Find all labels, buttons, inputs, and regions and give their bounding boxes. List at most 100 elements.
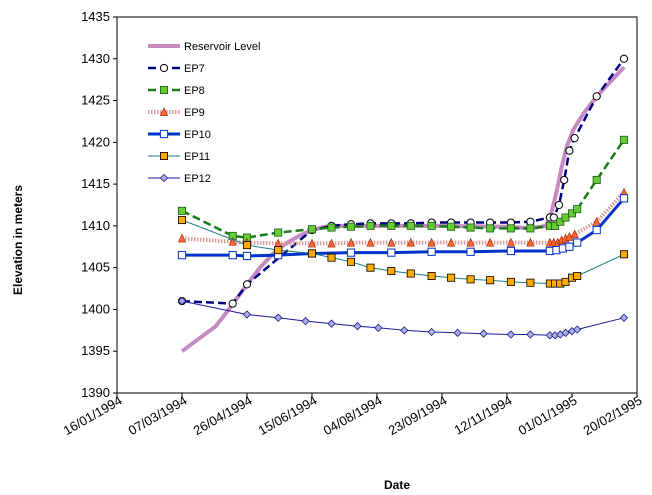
- data-point: [573, 325, 582, 334]
- data-point: [177, 206, 186, 215]
- x-axis: 16/01/1994 07/03/1994 26/04/1994 15/06/1994…: [61, 393, 645, 439]
- legend-label: EP9: [184, 107, 205, 119]
- y-tick-label: 1405: [81, 260, 110, 275]
- data-point: [506, 224, 515, 233]
- data-point: [556, 217, 565, 226]
- data-point: [573, 238, 582, 247]
- data-point: [526, 330, 535, 339]
- y-tick-label: 1435: [81, 9, 110, 24]
- data-point: [427, 327, 436, 337]
- data-point: [228, 236, 237, 246]
- data-point: [366, 263, 375, 272]
- data-point: [551, 221, 560, 230]
- data-point: [400, 326, 409, 335]
- data-point: [327, 253, 336, 262]
- data-point: [619, 194, 629, 203]
- data-point: [506, 246, 515, 256]
- data-point: [177, 296, 187, 306]
- data-point: [274, 313, 283, 322]
- data-point: [486, 224, 495, 233]
- data-point: [427, 221, 436, 230]
- data-point: [242, 280, 252, 289]
- data-point: [447, 222, 456, 231]
- x-tick-label: 04/08/1994: [321, 393, 385, 439]
- y-tick-label: 1425: [81, 93, 110, 108]
- data-point: [506, 237, 515, 247]
- data-point: [466, 237, 475, 247]
- data-point: [242, 251, 252, 261]
- data-point: [406, 269, 415, 278]
- data-point: [620, 250, 629, 259]
- legend-label: EP7: [184, 63, 205, 75]
- data-point: [159, 129, 169, 139]
- legend-entry: EP9: [148, 107, 205, 119]
- x-tick-label: 26/04/1994: [191, 393, 255, 439]
- data-point: [307, 249, 316, 258]
- legend-label: EP8: [184, 85, 205, 97]
- data-point: [570, 134, 579, 143]
- data-point: [526, 217, 535, 226]
- y-tick-label: 1400: [81, 301, 110, 316]
- data-point: [565, 231, 574, 241]
- data-point: [565, 242, 574, 251]
- data-point: [274, 246, 283, 255]
- legend-entry: EP10: [148, 129, 211, 141]
- data-point: [387, 248, 396, 257]
- data-point: [159, 107, 169, 116]
- data-point: [466, 247, 475, 256]
- series-layer: [177, 54, 629, 353]
- data-point: [159, 63, 169, 73]
- data-point: [406, 221, 415, 230]
- data-point: [592, 175, 601, 184]
- data-point: [526, 224, 535, 233]
- data-point: [549, 213, 558, 222]
- data-point: [486, 237, 495, 247]
- legend-label: Reservoir Level: [184, 41, 260, 53]
- y-axis-label: Elevation in meters: [11, 185, 25, 295]
- data-point: [453, 328, 462, 338]
- data-point: [327, 319, 336, 328]
- data-point: [159, 151, 168, 160]
- legend-label: EP10: [184, 129, 211, 141]
- data-point: [406, 237, 415, 247]
- legend-entry: EP8: [148, 85, 205, 97]
- data-point: [427, 247, 436, 256]
- x-tick-label: 12/11/1994: [451, 393, 514, 438]
- data-point: [387, 221, 396, 230]
- data-point: [561, 213, 570, 222]
- series-ep9: [177, 187, 629, 248]
- data-point: [242, 310, 252, 319]
- y-tick-label: 1390: [81, 385, 110, 400]
- x-tick-label: 01/01/1995: [516, 393, 580, 439]
- data-point: [346, 222, 355, 231]
- data-point: [307, 225, 316, 234]
- data-point: [592, 225, 601, 235]
- series-ep8: [177, 135, 629, 242]
- data-point: [177, 233, 187, 243]
- data-point: [387, 267, 396, 276]
- data-point: [427, 272, 436, 281]
- data-point: [307, 238, 317, 248]
- data-point: [592, 216, 601, 226]
- data-point: [177, 216, 186, 225]
- data-point: [327, 223, 336, 232]
- data-point: [526, 278, 535, 287]
- x-tick-label: 07/03/1994: [126, 393, 190, 439]
- series-ep12: [177, 296, 629, 340]
- y-axis: 1390 1395 1400 1405 1410 1415 1420 1425 1430 1435: [81, 9, 117, 400]
- data-point: [466, 275, 475, 284]
- data-point: [366, 237, 375, 247]
- data-point: [228, 251, 237, 260]
- data-point: [506, 330, 516, 339]
- data-point: [447, 237, 456, 247]
- legend: Reservoir Level EP7 EP8 EP9 EP10 EP11 EP12: [148, 41, 260, 185]
- data-point: [346, 257, 355, 266]
- legend-entry: EP11: [148, 151, 210, 163]
- data-point: [177, 251, 187, 260]
- data-point: [274, 228, 283, 237]
- data-point: [346, 248, 356, 257]
- y-tick-label: 1415: [81, 176, 110, 191]
- data-point: [554, 200, 564, 210]
- x-tick-label: 23/09/1994: [386, 393, 450, 439]
- data-point: [159, 173, 169, 183]
